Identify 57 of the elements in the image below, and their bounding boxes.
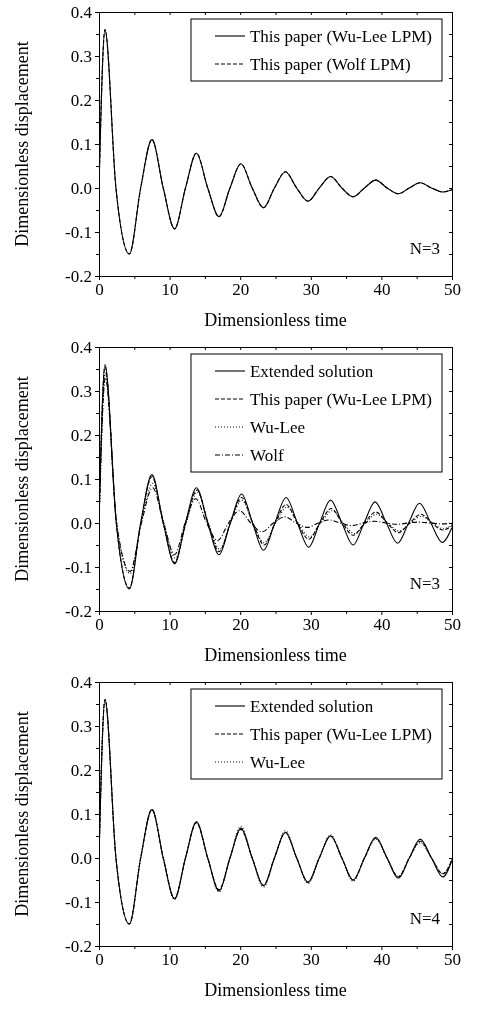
x-tick-label: 30 <box>302 950 320 970</box>
y-axis-title: Dimensionless displacement <box>12 711 32 917</box>
annotation: N=3 <box>409 239 440 258</box>
legend-label: This paper (Wu-Lee LPM) <box>249 390 432 409</box>
y-tick-label: -0.2 <box>65 936 92 956</box>
y-tick-label: 0.4 <box>70 2 93 22</box>
y-tick-label: -0.1 <box>65 892 92 912</box>
x-tick-label: 10 <box>161 950 179 970</box>
legend-label: This paper (Wu-Lee LPM) <box>249 725 432 744</box>
x-axis-title: Dimensionless time <box>204 980 347 1000</box>
y-tick-label: 0.4 <box>70 337 93 357</box>
x-tick-label: 50 <box>444 615 461 635</box>
y-tick-label: -0.2 <box>65 601 92 621</box>
x-tick-label: 40 <box>373 950 391 970</box>
x-tick-label: 20 <box>232 615 250 635</box>
y-tick-label: -0.2 <box>65 266 92 286</box>
y-tick-label: 0.4 <box>70 672 93 692</box>
x-tick-label: 0 <box>95 950 104 970</box>
x-tick-label: 30 <box>302 615 320 635</box>
x-tick-label: 20 <box>232 950 250 970</box>
x-tick-label: 10 <box>161 615 179 635</box>
y-axis-title: Dimensionless displacement <box>12 376 32 582</box>
legend-label: Extended solution <box>249 362 374 381</box>
y-tick-label: 0.2 <box>70 90 92 110</box>
y-tick-label: 0.3 <box>70 381 92 401</box>
x-axis-title: Dimensionless time <box>204 310 347 330</box>
y-tick-label: 0.1 <box>70 804 92 824</box>
legend-label: This paper (Wu-Lee LPM) <box>249 27 432 46</box>
x-tick-label: 0 <box>95 615 104 635</box>
legend-label: Wolf <box>249 446 284 465</box>
y-tick-label: 0.0 <box>70 848 92 868</box>
annotation: N=3 <box>409 574 440 593</box>
x-axis-title: Dimensionless time <box>204 645 347 665</box>
y-tick-label: -0.1 <box>65 222 92 242</box>
y-tick-label: -0.1 <box>65 557 92 577</box>
legend-label: Extended solution <box>249 697 374 716</box>
y-tick-label: 0.0 <box>70 513 92 533</box>
annotation: N=4 <box>409 909 441 928</box>
y-tick-label: 0.1 <box>70 469 92 489</box>
x-tick-label: 0 <box>95 280 104 300</box>
x-tick-label: 20 <box>232 280 250 300</box>
legend-label: This paper (Wolf LPM) <box>249 55 411 74</box>
x-tick-label: 10 <box>161 280 179 300</box>
x-tick-label: 40 <box>373 615 391 635</box>
legend-label: Wu-Lee <box>249 418 305 437</box>
x-tick-label: 40 <box>373 280 391 300</box>
y-tick-label: 0.0 <box>70 178 92 198</box>
y-axis-title: Dimensionless displacement <box>12 41 32 247</box>
y-tick-label: 0.3 <box>70 46 92 66</box>
y-tick-label: 0.2 <box>70 760 92 780</box>
y-tick-label: 0.1 <box>70 134 92 154</box>
x-tick-label: 50 <box>444 280 461 300</box>
x-tick-label: 30 <box>302 280 320 300</box>
y-tick-label: 0.2 <box>70 425 92 445</box>
x-tick-label: 50 <box>444 950 461 970</box>
legend-label: Wu-Lee <box>249 753 305 772</box>
y-tick-label: 0.3 <box>70 716 92 736</box>
